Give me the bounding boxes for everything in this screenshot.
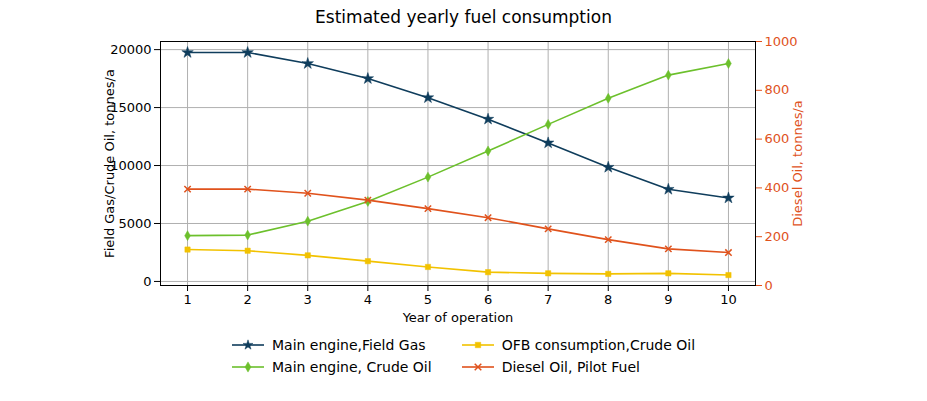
svg-text:20000: 20000 [110,42,151,57]
svg-text:Field Gas/Crude Oil, tonnes/a: Field Gas/Crude Oil, tonnes/a [102,69,117,258]
html-text:Main engine, Crude Oil: Main engine, Crude Oil [272,359,432,375]
svg-text:200: 200 [765,229,790,244]
svg-text:Diesel Oil, tonnes/a: Diesel Oil, tonnes/a [790,100,805,227]
svg-text:0: 0 [143,274,151,289]
svg-text:2: 2 [244,292,252,307]
svg-text:9: 9 [664,292,672,307]
svg-text:10000: 10000 [110,157,152,173]
svg-text:5000: 5000 [118,216,151,231]
svg-text:10: 10 [720,292,737,307]
svg-text:5: 5 [424,292,432,307]
svg-text:15000: 15000 [110,99,152,115]
svg-text:800: 800 [765,82,790,97]
svg-text:7: 7 [544,292,552,307]
html-text:OFB consumption,Crude Oil: OFB consumption,Crude Oil [501,337,695,353]
svg-text:0: 0 [765,278,773,293]
svg-text:3: 3 [304,292,312,307]
svg-text:8: 8 [604,292,612,307]
svg-text:1: 1 [183,292,191,307]
svg-text:4: 4 [364,292,372,307]
svg-text:1000: 1000 [765,34,798,49]
svg-text:6: 6 [484,292,492,307]
svg-text:600: 600 [765,131,790,146]
svg-text:Year of operation: Year of operation [402,310,514,325]
html-text:Estimated yearly fuel consumpt: Estimated yearly fuel consumption [315,7,612,27]
svg-text:400: 400 [765,180,790,195]
html-text:Main engine,Field Gas: Main engine,Field Gas [272,337,426,353]
html-text:Diesel Oil, Pilot Fuel: Diesel Oil, Pilot Fuel [501,359,640,375]
